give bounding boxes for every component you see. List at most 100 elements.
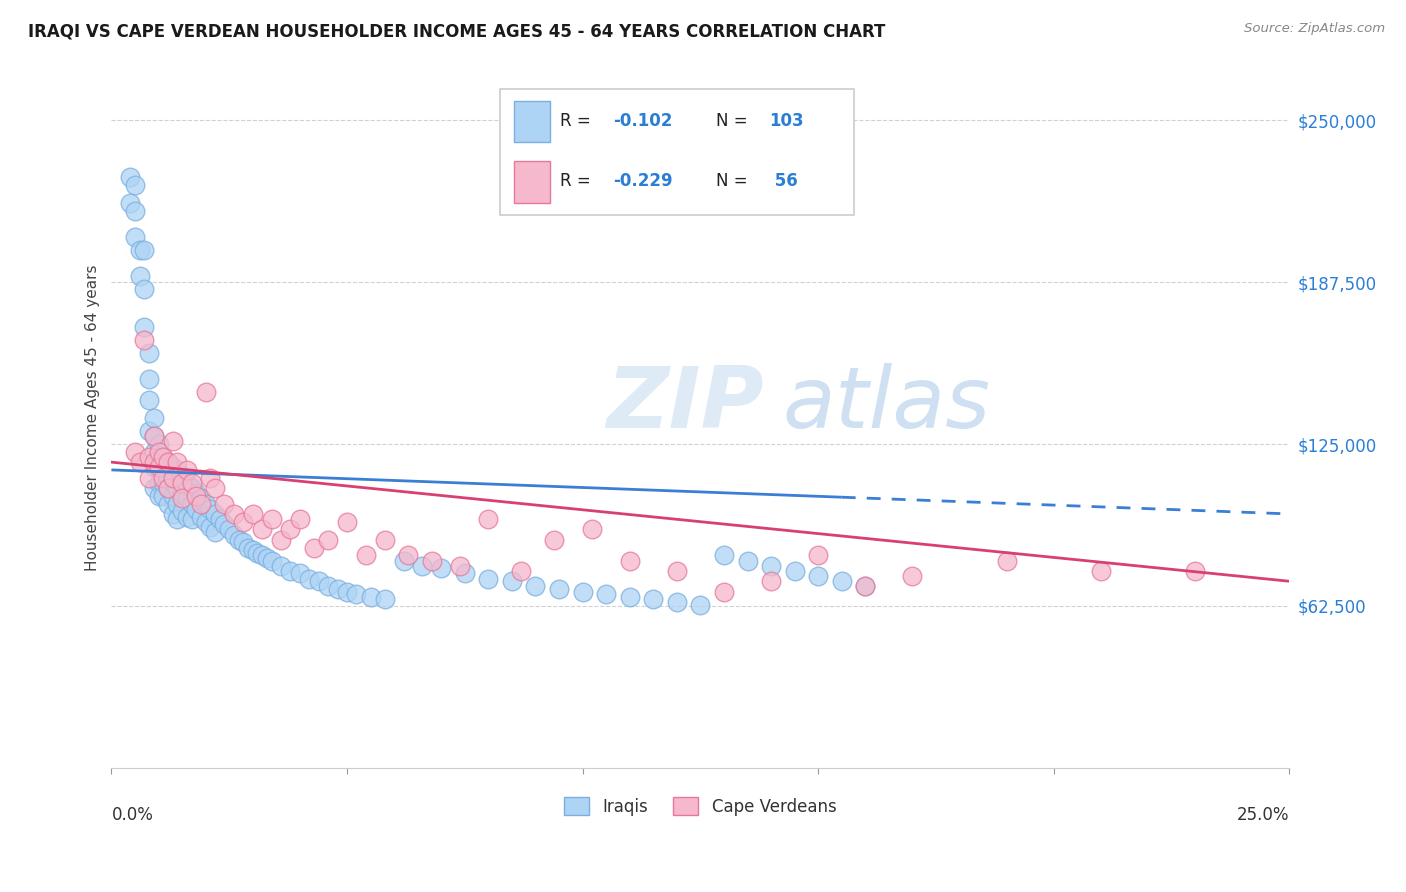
Point bbox=[194, 385, 217, 400]
Point bbox=[288, 512, 311, 526]
Point bbox=[134, 243, 156, 257]
Point bbox=[138, 450, 160, 464]
Point bbox=[190, 509, 212, 524]
Point bbox=[142, 460, 165, 475]
Point bbox=[204, 507, 226, 521]
Point bbox=[176, 475, 198, 490]
Point bbox=[232, 535, 254, 549]
Point bbox=[148, 437, 170, 451]
Point bbox=[128, 268, 150, 283]
Point bbox=[619, 590, 641, 604]
Point bbox=[152, 489, 174, 503]
Point bbox=[200, 501, 222, 516]
Point bbox=[172, 475, 194, 490]
Point bbox=[124, 203, 146, 218]
Point bbox=[142, 429, 165, 443]
Text: 0.0%: 0.0% bbox=[111, 806, 153, 824]
Point bbox=[713, 584, 735, 599]
Point bbox=[571, 584, 593, 599]
Point bbox=[172, 491, 194, 506]
Point bbox=[134, 334, 156, 348]
Point bbox=[619, 553, 641, 567]
Point bbox=[176, 463, 198, 477]
Point bbox=[501, 574, 523, 589]
Point bbox=[124, 230, 146, 244]
Point bbox=[172, 504, 194, 518]
Point bbox=[152, 450, 174, 464]
Point bbox=[236, 541, 259, 555]
Point bbox=[595, 587, 617, 601]
Point bbox=[430, 561, 453, 575]
Point bbox=[180, 497, 202, 511]
Point bbox=[128, 243, 150, 257]
Point bbox=[316, 533, 339, 547]
Point bbox=[166, 463, 188, 477]
Point bbox=[270, 533, 292, 547]
Point bbox=[162, 471, 184, 485]
Point bbox=[124, 178, 146, 192]
Point bbox=[180, 512, 202, 526]
Point bbox=[759, 558, 782, 573]
Point bbox=[665, 564, 688, 578]
Point bbox=[354, 549, 377, 563]
Point bbox=[176, 509, 198, 524]
Point bbox=[831, 574, 853, 589]
Point bbox=[180, 481, 202, 495]
Point bbox=[156, 455, 179, 469]
Point bbox=[176, 491, 198, 506]
Point bbox=[280, 523, 302, 537]
Point bbox=[477, 572, 499, 586]
Point bbox=[138, 424, 160, 438]
Point bbox=[280, 564, 302, 578]
Point bbox=[166, 512, 188, 526]
Point bbox=[186, 489, 208, 503]
Point bbox=[374, 533, 396, 547]
Point bbox=[1184, 564, 1206, 578]
Point bbox=[156, 497, 179, 511]
Point bbox=[138, 372, 160, 386]
Point bbox=[148, 450, 170, 464]
Point bbox=[152, 475, 174, 490]
Point bbox=[186, 486, 208, 500]
Point bbox=[643, 592, 665, 607]
Point bbox=[190, 497, 212, 511]
Point bbox=[232, 515, 254, 529]
Point bbox=[454, 566, 477, 581]
Point bbox=[713, 549, 735, 563]
Point bbox=[152, 450, 174, 464]
Point bbox=[148, 475, 170, 490]
Point bbox=[360, 590, 382, 604]
Point bbox=[246, 546, 269, 560]
Point bbox=[222, 507, 245, 521]
Point bbox=[194, 497, 217, 511]
Point bbox=[1090, 564, 1112, 578]
Point bbox=[901, 569, 924, 583]
Point bbox=[166, 455, 188, 469]
Point bbox=[477, 512, 499, 526]
Point bbox=[548, 582, 571, 596]
Point bbox=[148, 463, 170, 477]
Point bbox=[759, 574, 782, 589]
Point bbox=[222, 527, 245, 541]
Point bbox=[180, 475, 202, 490]
Point bbox=[581, 523, 603, 537]
Point bbox=[326, 582, 349, 596]
Point bbox=[128, 455, 150, 469]
Point bbox=[336, 515, 359, 529]
Point bbox=[260, 553, 283, 567]
Point bbox=[204, 481, 226, 495]
Point bbox=[134, 320, 156, 334]
Point bbox=[242, 543, 264, 558]
Point bbox=[142, 481, 165, 495]
Point bbox=[346, 587, 368, 601]
Point bbox=[156, 455, 179, 469]
Point bbox=[214, 517, 236, 532]
Text: IRAQI VS CAPE VERDEAN HOUSEHOLDER INCOME AGES 45 - 64 YEARS CORRELATION CHART: IRAQI VS CAPE VERDEAN HOUSEHOLDER INCOME… bbox=[28, 22, 886, 40]
Point bbox=[138, 471, 160, 485]
Point bbox=[308, 574, 330, 589]
Point bbox=[214, 497, 236, 511]
Point bbox=[392, 553, 415, 567]
Point bbox=[120, 170, 142, 185]
Point bbox=[166, 481, 188, 495]
Point bbox=[162, 475, 184, 490]
